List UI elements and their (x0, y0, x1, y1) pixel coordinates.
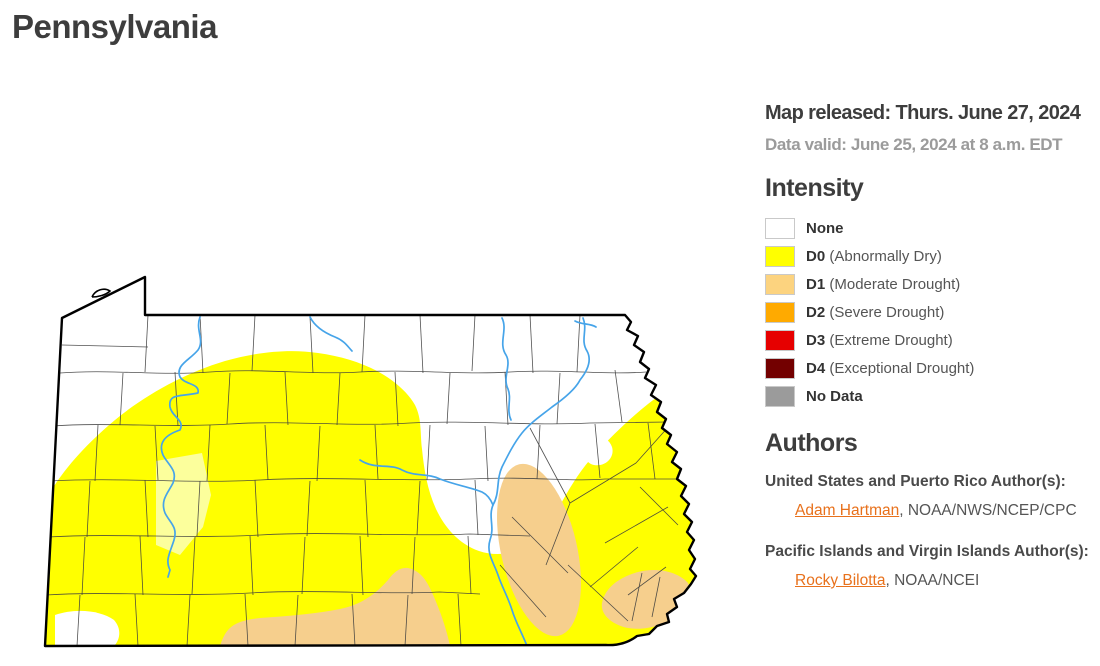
author-region-label: Pacific Islands and Virgin Islands Autho… (765, 543, 1089, 560)
author-link-rocky-bilotta[interactable]: Rocky Bilotta (795, 572, 886, 589)
legend-key: D4 (806, 359, 826, 377)
d1-region-south (220, 567, 450, 646)
data-valid-date: Data valid: June 25, 2024 at 8 a.m. EDT (765, 135, 1063, 154)
legend-label: (Exceptional Drought) (825, 359, 975, 377)
legend-key: None (806, 219, 844, 237)
legend-label: (Moderate Drought) (825, 275, 961, 293)
authors-heading: Authors (765, 429, 858, 457)
legend-label: (Severe Drought) (825, 303, 945, 321)
legend-key: D0 (806, 247, 826, 265)
legend-item-nodata: No Data (765, 382, 1100, 410)
county-borders (45, 314, 679, 646)
d0-swatch (765, 245, 795, 267)
none-swatch (765, 217, 795, 239)
author-affiliation: , NOAA/NCEI (885, 572, 980, 589)
intensity-legend: None D0 (Abnormally Dry) D1 (Moderate Dr… (765, 214, 1100, 410)
none-patch-southwest (55, 610, 120, 646)
pennsylvania-drought-map (30, 265, 710, 657)
d2-swatch (765, 301, 795, 323)
info-sidebar: Map released: Thurs. June 27, 2024 Data … (765, 101, 1100, 591)
presque-isle-glyph (91, 288, 112, 298)
d4-swatch (765, 357, 795, 379)
intensity-heading: Intensity (765, 174, 864, 202)
legend-label: (Abnormally Dry) (825, 247, 942, 265)
author-group-us: United States and Puerto Rico Author(s):… (765, 472, 1100, 521)
author-group-pacific: Pacific Islands and Virgin Islands Autho… (765, 542, 1100, 591)
legend-label: (Extreme Drought) (825, 331, 953, 349)
legend-item-none: None (765, 214, 1100, 242)
author-link-adam-hartman[interactable]: Adam Hartman (795, 502, 900, 519)
legend-key: No Data (806, 387, 863, 405)
legend-item-d2: D2 (Severe Drought) (765, 298, 1100, 326)
map-svg (43, 275, 698, 648)
legend-key: D1 (806, 275, 826, 293)
rivers (160, 316, 667, 646)
legend-item-d1: D1 (Moderate Drought) (765, 270, 1100, 298)
page-title: Pennsylvania (12, 8, 217, 45)
author-region-label: United States and Puerto Rico Author(s): (765, 473, 1066, 490)
legend-key: D2 (806, 303, 826, 321)
legend-key: D3 (806, 331, 826, 349)
d3-swatch (765, 329, 795, 351)
map-released-date: Map released: Thurs. June 27, 2024 (765, 102, 1081, 124)
state-outline (43, 275, 698, 648)
d1-region-central (497, 463, 581, 637)
author-affiliation: , NOAA/NWS/NCEP/CPC (899, 502, 1077, 519)
legend-item-d3: D3 (Extreme Drought) (765, 326, 1100, 354)
legend-item-d0: D0 (Abnormally Dry) (765, 242, 1100, 270)
legend-item-d4: D4 (Exceptional Drought) (765, 354, 1100, 382)
nodata-swatch (765, 385, 795, 407)
d1-swatch (765, 273, 795, 295)
